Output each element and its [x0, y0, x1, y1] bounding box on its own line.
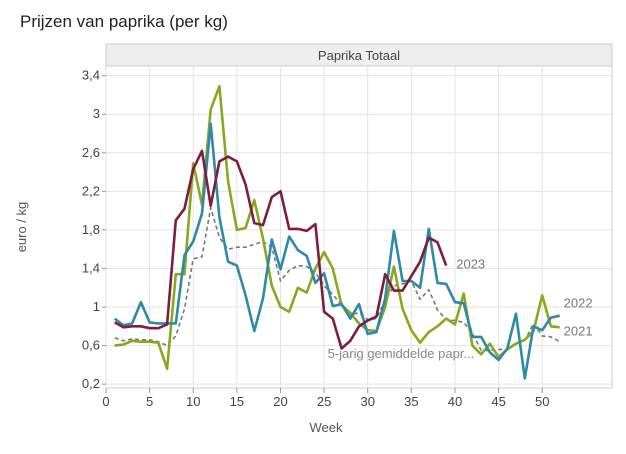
series-label-2021: 2021: [564, 323, 593, 338]
y-tick-label: 2,2: [82, 183, 100, 198]
y-tick-label: 1,8: [82, 222, 100, 237]
x-tick-label: 5: [146, 394, 153, 409]
series-label-2022: 2022: [564, 296, 593, 311]
y-tick-label: 2,6: [82, 145, 100, 160]
x-tick-label: 45: [491, 394, 505, 409]
y-tick-label: 1: [93, 299, 100, 314]
series-label-average: 5-jarig gemiddelde papr...: [328, 346, 475, 361]
series-label-2023: 2023: [456, 257, 485, 272]
axes: 0,2 0,6 1 1,4 1,8 2,2 2,6 3 3,4 0 5 10 15 20 25 30 35 40 4…: [82, 68, 550, 409]
series-line-2023: [114, 149, 448, 350]
series-line-2021: [114, 84, 560, 371]
grid-lines: [105, 66, 612, 388]
x-tick-label: 30: [360, 394, 374, 409]
y-tick-label: 1,4: [82, 260, 100, 275]
x-tick-label: 25: [317, 394, 331, 409]
x-tick-label: 10: [186, 394, 200, 409]
y-tick-label: 0,2: [82, 376, 100, 391]
y-tick-label: 0,6: [82, 338, 100, 353]
x-tick-label: 0: [102, 394, 109, 409]
chart-title: Prijzen van paprika (per kg): [20, 12, 228, 31]
y-tick-label: 3: [93, 106, 100, 121]
series-lines: [113, 84, 561, 380]
x-tick-label: 50: [535, 394, 549, 409]
x-tick-label: 15: [230, 394, 244, 409]
series-end-labels: 2021 2022 2023 5-jarig gemiddelde papr...: [328, 257, 593, 362]
y-tick-label: 3,4: [82, 68, 100, 83]
panel-title: Paprika Totaal: [318, 48, 400, 63]
x-axis-title: Week: [310, 420, 343, 435]
x-tick-label: 35: [404, 394, 418, 409]
x-tick-label: 20: [273, 394, 287, 409]
y-axis-title: euro / kg: [14, 202, 29, 253]
x-tick-label: 40: [448, 394, 462, 409]
series-line-2022: [113, 122, 560, 380]
